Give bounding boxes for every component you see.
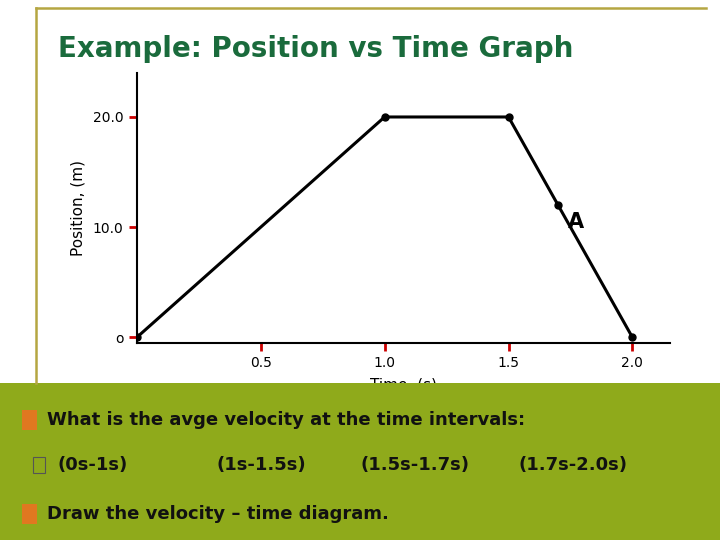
- Text: What is the avge velocity at the time intervals:: What is the avge velocity at the time in…: [47, 411, 525, 429]
- Text: (0s-1s): (0s-1s): [58, 456, 128, 474]
- Bar: [22, 504, 37, 524]
- Bar: [33, 457, 45, 472]
- Text: (1s-1.5s): (1s-1.5s): [216, 456, 305, 474]
- Text: A: A: [568, 212, 584, 232]
- Bar: [22, 410, 37, 430]
- Text: (1.5s-1.7s): (1.5s-1.7s): [360, 456, 469, 474]
- Y-axis label: Position, (m): Position, (m): [71, 160, 86, 256]
- Text: Draw the velocity – time diagram.: Draw the velocity – time diagram.: [47, 505, 389, 523]
- X-axis label: Time, (s): Time, (s): [369, 377, 437, 392]
- Text: (1.7s-2.0s): (1.7s-2.0s): [518, 456, 627, 474]
- Text: Example: Position vs Time Graph: Example: Position vs Time Graph: [58, 35, 573, 63]
